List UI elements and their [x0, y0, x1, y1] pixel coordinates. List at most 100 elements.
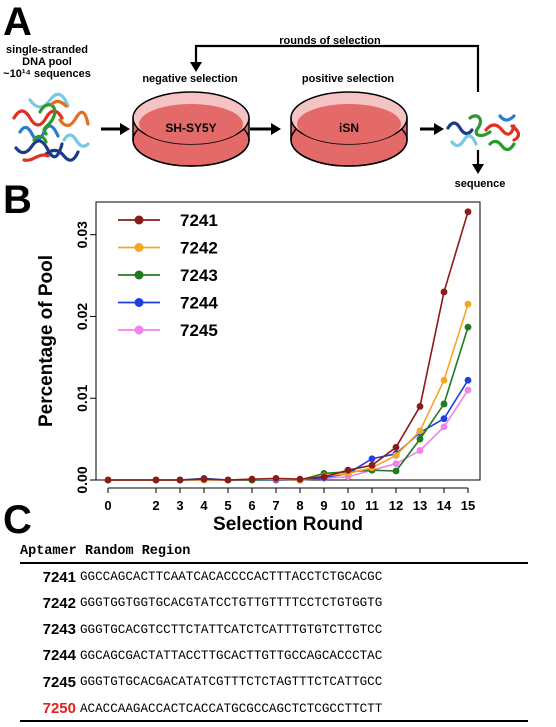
data-point — [104, 476, 112, 484]
table-bottom-rule — [20, 720, 528, 722]
legend-marker — [134, 325, 144, 335]
dish-sh-sy5y — [132, 91, 250, 167]
dish-isn — [290, 91, 408, 167]
random-region-sequence: GGCCAGCACTTCAATCACACCCCACTTTACCTCTGCACGC — [80, 570, 383, 584]
random-region-sequence: ACACCAAGACCACTCACCATGCGCCAGCTCTCGCCTTCTT — [80, 701, 383, 716]
data-point — [392, 460, 400, 468]
table-row: 7250 ACACCAAGACCACTCACCATGCGCCAGCTCTCGCCT… — [20, 697, 530, 721]
data-point — [296, 475, 304, 483]
data-point — [344, 466, 352, 474]
y-tick-label: 0.00 — [74, 466, 90, 493]
data-point — [176, 476, 184, 484]
x-axis-label: Selection Round — [213, 514, 363, 535]
data-point — [392, 467, 400, 475]
random-region-sequence: GGGTGCACGTCCTTCTATTCATCTCATTTGTGTCTTGTCC — [80, 622, 383, 637]
pool-label-line-3: ~10¹⁴ sequences — [3, 68, 91, 80]
table-row: 7245 GGGTGTGCACGACATATCGTTTCTCTAGTTTCTCAT… — [20, 670, 530, 694]
x-tick-label: 10 — [341, 498, 355, 513]
y-axis-label: Percentage of Pool — [36, 255, 57, 427]
data-point — [464, 376, 472, 384]
legend-marker — [134, 270, 144, 280]
data-point — [320, 473, 328, 481]
rounds-loop-arrowhead — [190, 62, 202, 72]
pool-label-line-2: DNA pool — [22, 56, 72, 68]
x-tick-label: 8 — [296, 498, 303, 513]
flow-arrows — [101, 123, 484, 174]
legend-label: 7245 — [180, 321, 218, 340]
data-point — [416, 447, 424, 454]
legend-label: 7242 — [180, 239, 218, 258]
positive-selection-label: positive selection — [301, 73, 395, 85]
aptamer-id: 7243 — [42, 621, 76, 639]
aptamer-id: 7250 — [42, 700, 76, 717]
selection-round-chart: 0.00 0.01 0.02 0.03 0 2 3 4 5 6 7 8 9 10 11 12 13 14 15 Sel… — [36, 201, 481, 535]
random-region-sequence: GGCAGCGACTATTACCTTGCACTTGTTGCCAGCACCCTAC — [80, 648, 383, 663]
dish-2-label: iSN — [338, 121, 359, 135]
aptamer-id: 7244 — [42, 647, 76, 665]
data-point — [416, 427, 424, 435]
data-point — [368, 461, 376, 469]
table-header-aptamer: Aptamer — [20, 544, 77, 559]
x-tick-label: 11 — [365, 498, 379, 513]
table-header-random-region: Random Region — [85, 544, 191, 559]
x-tick-label: 12 — [389, 498, 403, 513]
table-row: 7243 GGGTGCACGTCCTTCTATTCATCTCATTTGTGTCTT… — [20, 618, 530, 642]
data-point — [368, 455, 376, 463]
data-point — [272, 474, 280, 482]
rounds-of-selection-label: rounds of selection — [279, 35, 381, 47]
panel-b-letter: B — [3, 178, 32, 222]
data-point — [416, 435, 424, 443]
random-region-sequence: GGGTGTGCACGACATATCGTTTCTCTAGTTTCTCATTGCC — [80, 675, 383, 690]
aptamer-id: 7245 — [42, 673, 76, 691]
selected-pool-icon — [446, 114, 521, 152]
x-tick-label: 9 — [320, 498, 327, 513]
data-point — [464, 300, 472, 308]
y-tick-label: 0.02 — [74, 303, 90, 330]
negative-selection-label: negative selection — [142, 73, 238, 85]
x-tick-label: 7 — [272, 498, 279, 513]
pool-label-line-1: single-stranded — [6, 44, 88, 56]
y-tick-label: 0.01 — [74, 384, 90, 411]
dish-1-label: SH-SY5Y — [165, 121, 217, 135]
table-row: 7242 GGGTGGTGGTGCACGTATCCTGTTGTTTTCCTCTGT… — [20, 591, 530, 615]
data-point — [416, 403, 424, 410]
pool-label: single-stranded DNA pool ~10¹⁴ sequences — [2, 44, 92, 80]
random-region-sequence: GGGTGGTGGTGCACGTATCCTGTTGTTTTCCTCTGTGGTG — [80, 596, 383, 611]
data-point — [464, 323, 472, 331]
legend-marker — [134, 243, 144, 252]
data-point — [392, 443, 400, 451]
data-point — [464, 386, 472, 394]
data-point — [152, 476, 160, 484]
x-tick-label: 3 — [176, 498, 183, 513]
x-tick-label: 5 — [224, 498, 231, 513]
panel-c-letter: C — [3, 498, 32, 542]
data-point — [392, 452, 400, 459]
data-point — [440, 400, 448, 408]
selection-schematic — [12, 44, 521, 174]
x-tick-label: 14 — [437, 498, 452, 513]
sequence-label: sequence — [454, 178, 506, 190]
series-line — [108, 326, 469, 481]
data-point — [440, 376, 448, 384]
aptamer-id: 7242 — [42, 594, 76, 612]
x-tick-label: 2 — [152, 498, 159, 513]
table-header-rule — [20, 562, 528, 564]
legend-label: 7241 — [180, 211, 218, 230]
legend-marker — [134, 215, 144, 225]
x-tick-label: 6 — [248, 498, 255, 513]
data-point — [440, 423, 448, 431]
x-tick-label: 13 — [413, 498, 427, 513]
legend-label: 7243 — [180, 266, 218, 285]
aptamer-id: 7241 — [42, 568, 76, 586]
series-line — [108, 389, 469, 481]
table-row: 7241 GGCCAGCACTTCAATCACACCCCACTTTACCTCTGC… — [20, 565, 530, 589]
data-point — [464, 208, 472, 216]
table-row: 7244 GGCAGCGACTATTACCTTGCACTTGTTGCCAGCACC… — [20, 644, 530, 668]
data-point — [224, 476, 232, 484]
data-point — [440, 288, 448, 296]
data-point — [440, 415, 448, 423]
y-tick-label: 0.03 — [74, 221, 90, 248]
series-line — [108, 211, 469, 481]
panel-a-letter: A — [3, 0, 32, 44]
x-tick-label: 4 — [200, 498, 208, 513]
